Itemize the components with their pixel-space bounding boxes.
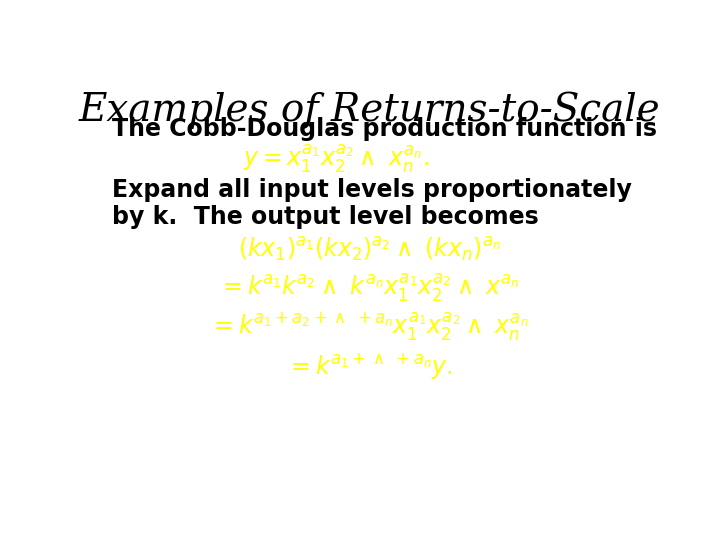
Text: Expand all input levels proportionately: Expand all input levels proportionately <box>112 178 632 201</box>
Text: The Cobb-Douglas production function is: The Cobb-Douglas production function is <box>112 117 657 141</box>
Text: $= k^{a_1+a_2+\wedge\ +a_n}x_1^{a_1}x_2^{a_2} \wedge\ x_n^{a_n}$: $= k^{a_1+a_2+\wedge\ +a_n}x_1^{a_1}x_2^… <box>210 310 528 343</box>
Text: $= k^{a_1+\wedge\ +a_n}y.$: $= k^{a_1+\wedge\ +a_n}y.$ <box>286 351 452 381</box>
Text: by k.  The output level becomes: by k. The output level becomes <box>112 205 539 228</box>
Text: $y = x_1^{a_1} x_2^{a_2} \wedge\ x_n^{a_n}.$: $y = x_1^{a_1} x_2^{a_2} \wedge\ x_n^{a_… <box>243 142 428 175</box>
Text: $= k^{a_1}k^{a_2} \wedge\ k^{a_n}x_1^{a_1}x_2^{a_2} \wedge\ x^{a_n}$: $= k^{a_1}k^{a_2} \wedge\ k^{a_n}x_1^{a_… <box>218 271 520 303</box>
Text: Examples of Returns-to-Scale: Examples of Returns-to-Scale <box>78 92 660 129</box>
Text: $(kx_1)^{a_1}(kx_2)^{a_2} \wedge\ (kx_n)^{a_n}$: $(kx_1)^{a_1}(kx_2)^{a_2} \wedge\ (kx_n)… <box>238 236 500 264</box>
